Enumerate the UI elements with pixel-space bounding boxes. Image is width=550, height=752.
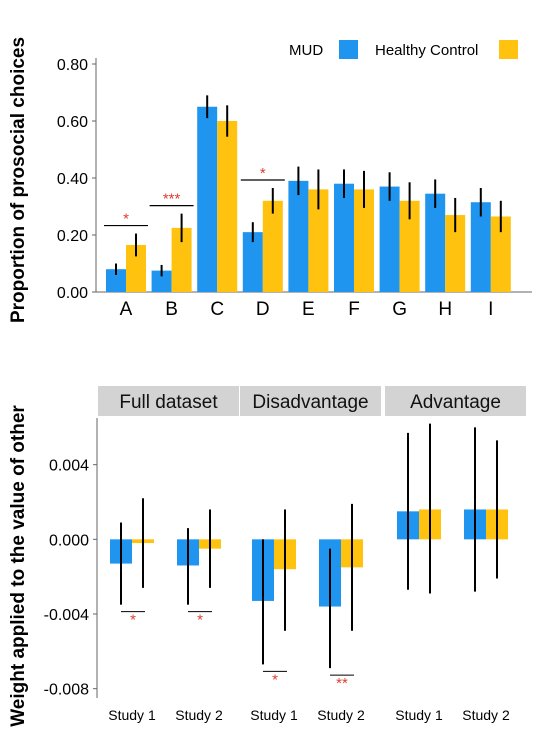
top-y-tick-label: 0.80 <box>57 57 88 74</box>
top-x-tick-label: D <box>256 299 270 320</box>
bar-mud <box>106 269 126 292</box>
bar-mud <box>288 180 309 292</box>
top-x-ticks: A B C D E F G H I <box>120 299 494 320</box>
top-x-tick-label: A <box>120 299 133 320</box>
top-x-tick-label: H <box>438 299 452 320</box>
top-x-tick-label: C <box>210 299 224 320</box>
facet-title: Advantage <box>410 392 501 413</box>
top-x-tick-label: E <box>302 299 315 320</box>
top-y-tick-label: 0.60 <box>57 114 88 131</box>
bar-mud <box>470 202 491 292</box>
bottom-x-tick-label: Study 1 <box>108 707 156 723</box>
bar-mud <box>242 232 263 292</box>
bar-healthy-control <box>262 200 283 292</box>
bar-healthy-control <box>217 121 238 292</box>
top-x-tick-label: F <box>348 299 360 320</box>
bar-mud <box>425 193 446 292</box>
legend: MUD Healthy Control <box>289 40 518 59</box>
bottom-y-axis-label: Weight applied to the value of other <box>8 405 29 727</box>
bottom-y-ticks: -0.008 -0.004 0.000 0.004 <box>44 458 97 699</box>
bottom-y-tick-label: -0.004 <box>44 607 89 624</box>
top-x-tick-label: I <box>488 299 493 320</box>
bar-mud <box>334 183 354 292</box>
top-x-tick-label: B <box>165 299 178 320</box>
significance-label: * <box>130 612 136 629</box>
legend-label-mud: MUD <box>289 42 323 59</box>
facet-advantage: Advantage Study 1 Study 2 <box>385 386 526 723</box>
bottom-x-tick-label: Study 2 <box>175 707 223 723</box>
prosocial-choices-chart: Proportion of prosocial choices 0.00 0.20… <box>8 37 532 323</box>
bottom-x-tick-label: Study 2 <box>317 707 365 723</box>
bar-healthy-control <box>399 200 420 292</box>
bottom-y-tick-label: 0.004 <box>49 458 89 475</box>
top-bars <box>106 95 511 292</box>
bottom-x-tick-label: Study 1 <box>250 707 298 723</box>
significance-label: * <box>197 612 203 629</box>
facet-strip <box>240 386 381 416</box>
bar-healthy-control <box>445 215 466 292</box>
significance-label: * <box>260 165 266 182</box>
top-y-ticks: 0.00 0.20 0.40 0.60 0.80 <box>57 57 96 302</box>
bar-mud <box>379 186 400 292</box>
top-y-axis-label: Proportion of prosocial choices <box>8 37 29 323</box>
bar-mud <box>151 270 172 292</box>
top-significance-markers: ***** <box>104 165 285 228</box>
bar-healthy-control <box>490 216 511 292</box>
weight-other-chart: Weight applied to the value of other -0.… <box>8 386 526 727</box>
facet-strip <box>98 386 239 416</box>
significance-label: * <box>272 671 278 688</box>
facet-strip <box>385 386 526 416</box>
top-y-tick-label: 0.40 <box>57 171 88 188</box>
significance-label: *** <box>163 191 181 208</box>
legend-label-healthy-control: Healthy Control <box>375 42 478 59</box>
significance-label: * <box>123 211 129 228</box>
legend-swatch-mud <box>339 40 358 59</box>
legend-swatch-healthy-control <box>499 40 518 59</box>
top-y-tick-label: 0.20 <box>57 228 88 245</box>
bar-healthy-control <box>126 244 146 292</box>
bar-healthy-control <box>171 227 192 292</box>
facet-disadvantage: Disadvantage Study 1 * Study 2 ** <box>240 386 381 723</box>
bottom-y-tick-label: -0.008 <box>44 682 89 699</box>
top-x-tick-label: G <box>392 299 407 320</box>
facet-title: Full dataset <box>119 392 218 413</box>
significance-label: ** <box>336 675 348 692</box>
bottom-x-tick-label: Study 2 <box>462 707 510 723</box>
bottom-y-tick-label: 0.000 <box>49 532 89 549</box>
bar-healthy-control <box>308 189 329 292</box>
facet-full-dataset: Full dataset Study 1 * Study 2 * <box>98 386 239 723</box>
facet-title: Disadvantage <box>252 392 368 413</box>
bar-mud <box>197 106 218 292</box>
top-y-tick-label: 0.00 <box>57 285 88 302</box>
bottom-x-tick-label: Study 1 <box>395 707 443 723</box>
bar-healthy-control <box>354 189 374 292</box>
